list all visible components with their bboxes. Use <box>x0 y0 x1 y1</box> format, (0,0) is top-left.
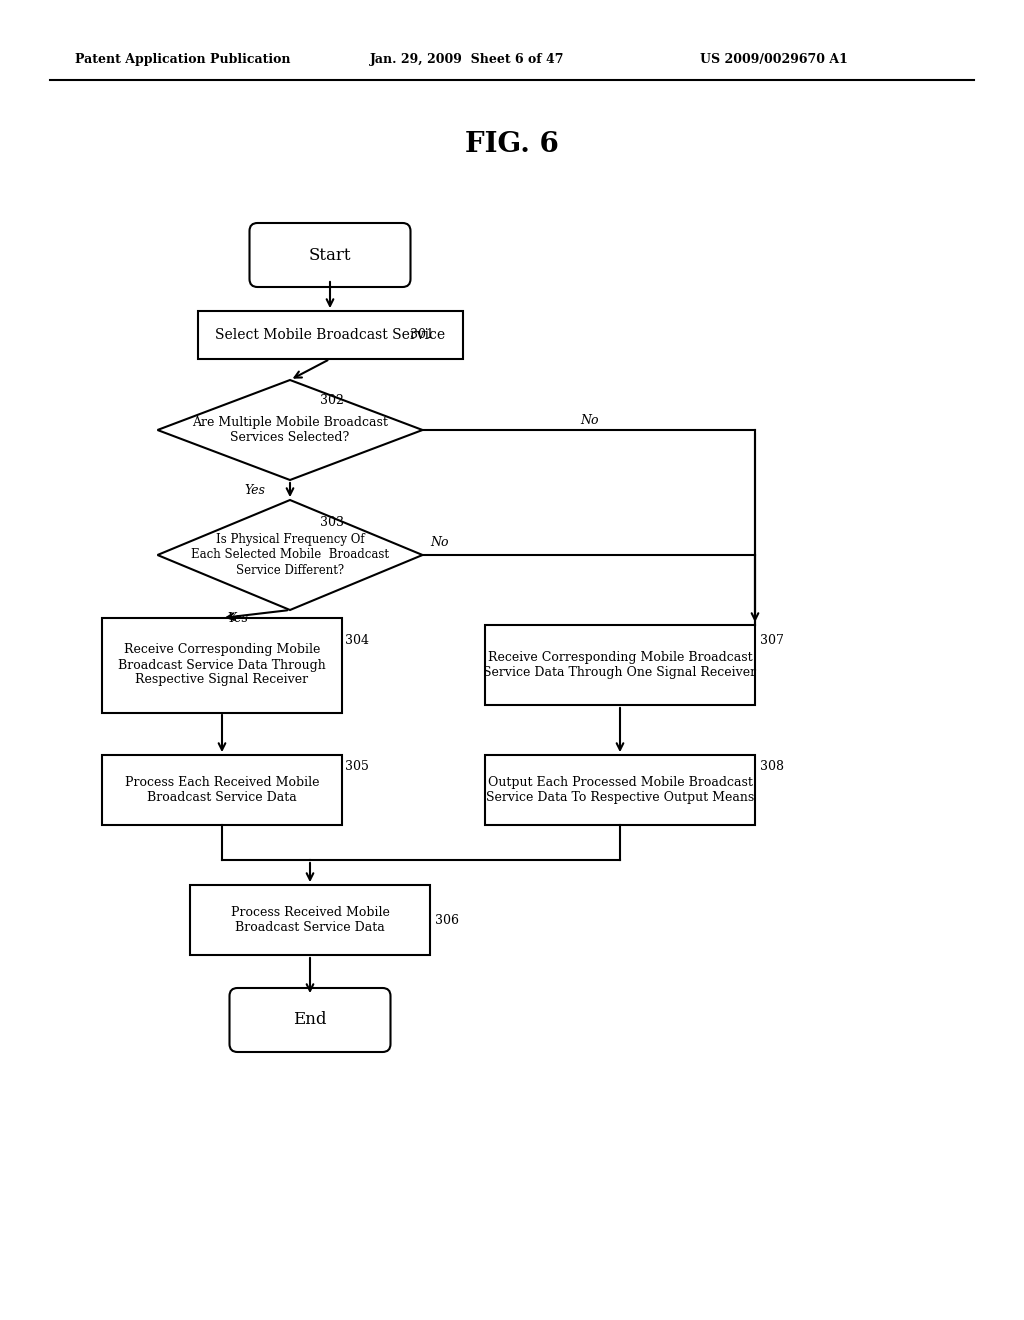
Text: 307: 307 <box>760 634 784 647</box>
Text: Yes: Yes <box>245 483 265 496</box>
Text: Jan. 29, 2009  Sheet 6 of 47: Jan. 29, 2009 Sheet 6 of 47 <box>370 54 564 66</box>
Text: 308: 308 <box>760 759 784 772</box>
Text: 305: 305 <box>345 759 369 772</box>
Text: Output Each Processed Mobile Broadcast
Service Data To Respective Output Means: Output Each Processed Mobile Broadcast S… <box>485 776 754 804</box>
Text: Yes: Yes <box>227 611 249 624</box>
Bar <box>485 755 755 825</box>
Bar <box>198 312 463 359</box>
Text: Receive Corresponding Mobile Broadcast
Service Data Through One Signal Receiver: Receive Corresponding Mobile Broadcast S… <box>483 651 757 678</box>
Text: Start: Start <box>309 247 351 264</box>
Text: Process Received Mobile
Broadcast Service Data: Process Received Mobile Broadcast Servic… <box>230 906 389 935</box>
Text: No: No <box>580 413 598 426</box>
Bar <box>190 884 430 954</box>
Bar <box>102 755 342 825</box>
Text: Is Physical Frequency Of
Each Selected Mobile  Broadcast
Service Different?: Is Physical Frequency Of Each Selected M… <box>191 533 389 577</box>
Text: FIG. 6: FIG. 6 <box>465 132 559 158</box>
Bar <box>485 624 755 705</box>
Text: No: No <box>430 536 449 549</box>
Polygon shape <box>158 380 423 480</box>
FancyBboxPatch shape <box>250 223 411 286</box>
Text: 306: 306 <box>435 913 459 927</box>
Text: 302: 302 <box>319 393 344 407</box>
Polygon shape <box>158 500 423 610</box>
FancyBboxPatch shape <box>229 987 390 1052</box>
Text: Patent Application Publication: Patent Application Publication <box>75 54 291 66</box>
Text: 301: 301 <box>410 329 434 342</box>
Text: End: End <box>293 1011 327 1028</box>
Text: US 2009/0029670 A1: US 2009/0029670 A1 <box>700 54 848 66</box>
Text: 303: 303 <box>319 516 344 529</box>
Text: Process Each Received Mobile
Broadcast Service Data: Process Each Received Mobile Broadcast S… <box>125 776 319 804</box>
Text: Select Mobile Broadcast Service: Select Mobile Broadcast Service <box>215 327 445 342</box>
Text: Are Multiple Mobile Broadcast
Services Selected?: Are Multiple Mobile Broadcast Services S… <box>193 416 388 444</box>
Text: 304: 304 <box>345 634 369 647</box>
Bar <box>102 618 342 713</box>
Text: Receive Corresponding Mobile
Broadcast Service Data Through
Respective Signal Re: Receive Corresponding Mobile Broadcast S… <box>118 644 326 686</box>
